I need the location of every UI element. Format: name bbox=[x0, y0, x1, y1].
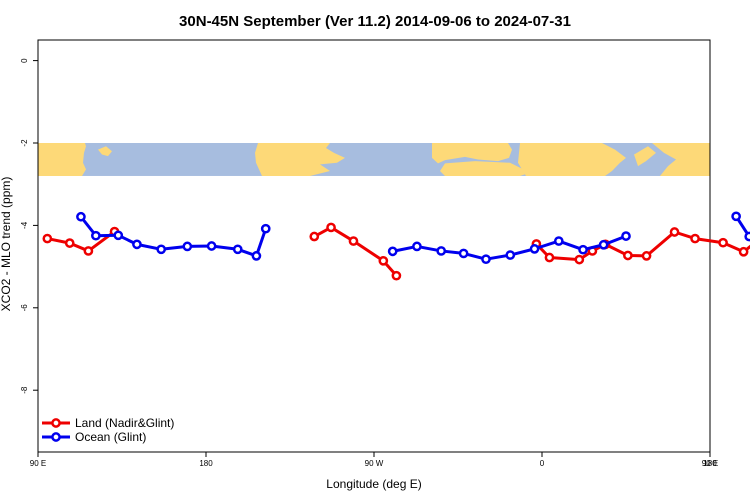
x-tick-label-2: 90 W bbox=[365, 459, 384, 468]
ocean-point-0-1 bbox=[91, 230, 101, 241]
map-land-4 bbox=[440, 161, 530, 176]
ocean-point-1-3 bbox=[458, 248, 469, 259]
series-group bbox=[42, 211, 750, 281]
map-land-0 bbox=[38, 143, 86, 176]
x-tick-label-3: 0 bbox=[540, 459, 545, 468]
land-point-2-10 bbox=[738, 246, 749, 257]
ocean-point-1-6 bbox=[529, 244, 540, 254]
x-tick-label-4: 90 E bbox=[702, 459, 718, 468]
y-tick-label-2: -4 bbox=[20, 221, 29, 229]
ocean-point-0-9 bbox=[260, 223, 271, 234]
ocean-point-2-0 bbox=[731, 211, 741, 222]
x-tick-label-5: 180 bbox=[703, 459, 717, 468]
x-tick-label-0: 90 E bbox=[30, 459, 46, 468]
land-point-2-6 bbox=[641, 251, 652, 261]
land-point-1-4 bbox=[391, 270, 402, 281]
ocean-point-0-7 bbox=[232, 244, 243, 255]
ocean-point-1-2 bbox=[436, 246, 447, 256]
land-point-1-3 bbox=[378, 255, 389, 266]
ocean-line-0 bbox=[79, 215, 268, 258]
land-point-2-8 bbox=[690, 233, 700, 244]
y-tick-label-3: -6 bbox=[20, 304, 29, 312]
legend: Land (Nadir&Glint)Ocean (Glint) bbox=[42, 416, 174, 444]
land-point-2-5 bbox=[623, 250, 633, 261]
land-point-0-1 bbox=[64, 238, 75, 248]
ocean-point-2-1 bbox=[744, 231, 750, 242]
map-land-7 bbox=[652, 143, 710, 176]
ocean-point-1-1 bbox=[412, 241, 422, 252]
ocean-point-1-9 bbox=[598, 239, 609, 250]
map-land-2 bbox=[255, 143, 345, 176]
land-point-2-2 bbox=[574, 254, 585, 265]
x-tick-label-1: 180 bbox=[199, 459, 213, 468]
map-land-3 bbox=[432, 143, 512, 164]
legend-ocean-marker bbox=[51, 432, 61, 442]
legend-ocean-label: Ocean (Glint) bbox=[75, 430, 146, 444]
land-line-1 bbox=[313, 225, 398, 277]
land-point-2-1 bbox=[544, 252, 555, 263]
land-point-0-0 bbox=[42, 233, 53, 244]
x-axis-label: Longitude (deg E) bbox=[326, 477, 421, 491]
map-land-5 bbox=[518, 143, 626, 176]
ocean-point-0-6 bbox=[206, 241, 217, 251]
ocean-point-1-10 bbox=[621, 231, 631, 241]
chart-title: 30N-45N September (Ver 11.2) 2014-09-06 … bbox=[179, 13, 571, 30]
ocean-point-1-0 bbox=[387, 246, 398, 257]
ocean-point-1-7 bbox=[553, 236, 564, 246]
land-point-2-9 bbox=[718, 237, 728, 248]
ocean-line-2 bbox=[734, 215, 750, 239]
land-point-1-1 bbox=[326, 222, 336, 233]
land-point-2-7 bbox=[669, 227, 680, 237]
legend-land-marker bbox=[51, 418, 61, 428]
ocean-point-0-5 bbox=[182, 241, 193, 252]
y-tick-label-1: -2 bbox=[20, 139, 29, 147]
legend-land-label: Land (Nadir&Glint) bbox=[75, 416, 174, 430]
map-land-6 bbox=[634, 146, 656, 167]
map-land-1 bbox=[98, 146, 112, 157]
ocean-point-0-8 bbox=[251, 251, 262, 261]
y-tick-label-4: -8 bbox=[20, 386, 29, 394]
ocean-point-0-3 bbox=[132, 239, 142, 250]
land-point-0-2 bbox=[83, 246, 94, 256]
land-point-1-0 bbox=[309, 231, 320, 242]
map-band bbox=[38, 143, 710, 176]
ocean-point-0-0 bbox=[76, 211, 86, 222]
land-line-0 bbox=[47, 230, 116, 253]
land-point-1-2 bbox=[348, 236, 359, 246]
y-axis: 0 -2 -4 -6 -8 bbox=[20, 58, 38, 394]
y-tick-label-0: 0 bbox=[20, 58, 29, 63]
ocean-point-0-2 bbox=[113, 230, 124, 241]
ocean-point-1-8 bbox=[578, 244, 588, 255]
ocean-point-1-4 bbox=[481, 254, 491, 265]
y-axis-label: XCO2 - MLO trend (ppm) bbox=[0, 177, 13, 312]
ocean-point-1-5 bbox=[505, 250, 516, 260]
ocean-point-0-4 bbox=[156, 244, 167, 255]
